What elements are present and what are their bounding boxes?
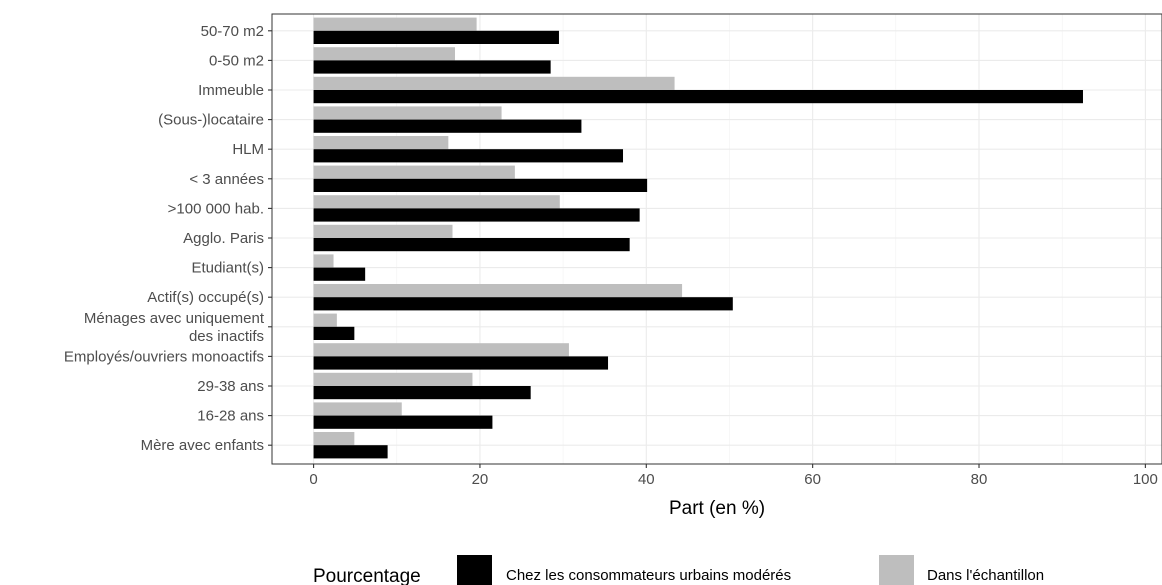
- y-tick-label: (Sous-)locataire: [158, 112, 264, 129]
- y-tick-label: 50-70 m2: [201, 23, 264, 40]
- legend-key-consommateurs: [457, 555, 492, 585]
- bar-echantillon: [313, 136, 449, 150]
- bar-consommateurs: [313, 326, 355, 340]
- bar-echantillon: [313, 224, 453, 238]
- bar-echantillon: [313, 343, 569, 357]
- y-axis: 50-70 m2 0-50 m2 Immeuble (Sous-)locataire H…: [64, 23, 272, 454]
- bar-consommateurs: [313, 178, 648, 192]
- y-tick-label: HLM: [232, 141, 264, 158]
- y-tick-label: Actif(s) occupé(s): [147, 289, 264, 306]
- x-axis-title: Part (en %): [669, 498, 765, 519]
- bar-consommateurs: [313, 90, 1083, 104]
- bar-consommateurs: [313, 60, 551, 74]
- y-tick-label: 29-38 ans: [197, 378, 264, 395]
- bar-echantillon: [313, 402, 402, 416]
- bar-consommateurs: [313, 208, 640, 222]
- bars: [313, 17, 1083, 459]
- y-tick-label: Immeuble: [198, 82, 264, 99]
- bar-echantillon: [313, 432, 355, 446]
- bar-echantillon: [313, 372, 473, 386]
- legend: Pourcentage Chez les consommateurs urbai…: [313, 555, 1044, 585]
- bar-consommateurs: [313, 386, 531, 400]
- bar-consommateurs: [313, 119, 582, 133]
- y-tick-label: Ménages avec uniquement des inactifs: [84, 310, 265, 345]
- y-tick-label: 16-28 ans: [197, 408, 264, 425]
- legend-title: Pourcentage: [313, 566, 421, 585]
- bar-echantillon: [313, 254, 334, 268]
- x-tick-label: 80: [971, 471, 988, 488]
- y-tick-label: Employés/ouvriers monoactifs: [64, 348, 264, 365]
- x-axis: 0 20 40 60 80 100: [309, 464, 1158, 488]
- bar-echantillon: [313, 195, 560, 209]
- bar-echantillon: [313, 284, 683, 298]
- bar-consommateurs: [313, 238, 630, 252]
- y-tick-label: < 3 années: [189, 171, 264, 188]
- legend-label-echantillon: Dans l'échantillon: [927, 567, 1044, 584]
- bar-echantillon: [313, 106, 502, 120]
- x-tick-label: 60: [804, 471, 821, 488]
- legend-label-consommateurs: Chez les consommateurs urbains modérés: [506, 567, 791, 584]
- bar-echantillon: [313, 76, 675, 90]
- bar-echantillon: [313, 313, 337, 327]
- bar-consommateurs: [313, 267, 366, 281]
- x-tick-label: 0: [309, 471, 317, 488]
- y-tick-label: Etudiant(s): [191, 260, 264, 277]
- bar-consommateurs: [313, 149, 624, 163]
- bar-consommateurs: [313, 415, 493, 429]
- bar-consommateurs: [313, 30, 559, 44]
- y-tick-label: Agglo. Paris: [183, 230, 264, 247]
- bar-consommateurs: [313, 356, 609, 370]
- bar-echantillon: [313, 165, 515, 179]
- panel-border: [271, 13, 1162, 465]
- bar-consommateurs: [313, 297, 733, 311]
- x-tick-label: 100: [1133, 471, 1158, 488]
- y-tick-label: Mère avec enfants: [141, 437, 264, 454]
- x-tick-label: 40: [638, 471, 655, 488]
- bar-echantillon: [313, 17, 477, 31]
- bar-consommateurs: [313, 445, 388, 459]
- y-tick-label: >100 000 hab.: [168, 200, 264, 217]
- bar-echantillon: [313, 47, 455, 61]
- y-tick-label: 0-50 m2: [209, 52, 264, 69]
- legend-key-echantillon: [879, 555, 914, 585]
- x-tick-label: 20: [472, 471, 489, 488]
